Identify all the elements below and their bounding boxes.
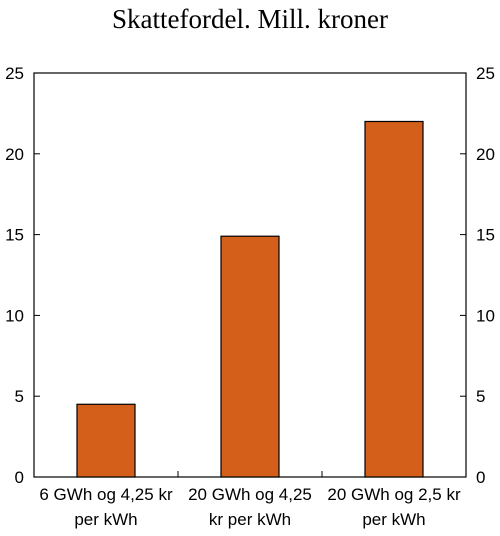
x-tick-label: per kWh <box>362 510 425 529</box>
y-tick-label-right: 25 <box>476 64 495 83</box>
x-tick-label: 20 GWh og 2,5 kr <box>327 485 461 504</box>
y-tick-label-left: 25 <box>5 64 24 83</box>
x-tick-label: kr per kWh <box>209 510 291 529</box>
y-tick-label-right: 0 <box>476 468 485 487</box>
y-tick-label-left: 15 <box>5 226 24 245</box>
bar <box>364 120 424 478</box>
y-tick-label-left: 20 <box>5 145 24 164</box>
x-tick-label: 20 GWh og 4,25 <box>188 485 312 504</box>
y-tick-label-right: 10 <box>476 306 495 325</box>
x-tick-label: per kWh <box>74 510 137 529</box>
y-tick-label-left: 5 <box>15 387 24 406</box>
x-tick-label: 6 GWh og 4,25 kr <box>39 485 173 504</box>
bar <box>76 403 136 478</box>
chart-title: Skattefordel. Mill. kroner <box>112 4 388 34</box>
y-tick-label-right: 5 <box>476 387 485 406</box>
y-tick-label-left: 10 <box>5 306 24 325</box>
y-tick-label-right: 20 <box>476 145 495 164</box>
y-tick-label-left: 0 <box>15 468 24 487</box>
y-tick-label-right: 15 <box>476 226 495 245</box>
bar <box>220 235 280 478</box>
